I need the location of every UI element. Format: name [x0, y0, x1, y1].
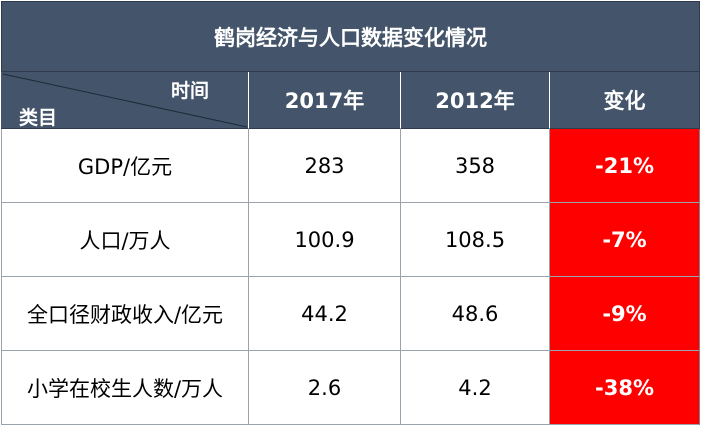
value-2017-cell: 44.2 — [249, 277, 401, 351]
value-2012-cell: 4.2 — [401, 351, 550, 425]
value-2012-cell: 358 — [401, 129, 550, 203]
row-category-cell: GDP/亿元 — [1, 129, 249, 203]
value-2017-cell: 100.9 — [249, 203, 401, 277]
column-header-change: 变化 — [550, 72, 700, 129]
corner-label-category: 类目 — [19, 107, 58, 129]
change-cell: -9% — [550, 277, 700, 351]
table-row: 小学在校生人数/万人 2.6 4.2 -38% — [1, 351, 700, 425]
corner-label-time: 时间 — [171, 80, 210, 102]
column-header-2017: 2017年 — [249, 72, 401, 129]
change-cell: -38% — [550, 351, 700, 425]
table-row: GDP/亿元 283 358 -21% — [1, 129, 700, 203]
row-category-cell: 小学在校生人数/万人 — [1, 351, 249, 425]
value-2012-cell: 108.5 — [401, 203, 550, 277]
table-row: 人口/万人 100.9 108.5 -7% — [1, 203, 700, 277]
value-2012-cell: 48.6 — [401, 277, 550, 351]
header-row: 时间 类目 2017年 2012年 变化 — [1, 72, 700, 129]
corner-diagonal-line — [2, 73, 248, 128]
row-category-cell: 全口径财政收入/亿元 — [1, 277, 249, 351]
corner-header-cell: 时间 类目 — [1, 72, 249, 129]
row-category-cell: 人口/万人 — [1, 203, 249, 277]
value-2017-cell: 283 — [249, 129, 401, 203]
value-2017-cell: 2.6 — [249, 351, 401, 425]
table-title: 鹤岗经济与人口数据变化情况 — [1, 1, 700, 72]
table-row: 全口径财政收入/亿元 44.2 48.6 -9% — [1, 277, 700, 351]
change-cell: -7% — [550, 203, 700, 277]
column-header-2012: 2012年 — [401, 72, 550, 129]
change-cell: -21% — [550, 129, 700, 203]
